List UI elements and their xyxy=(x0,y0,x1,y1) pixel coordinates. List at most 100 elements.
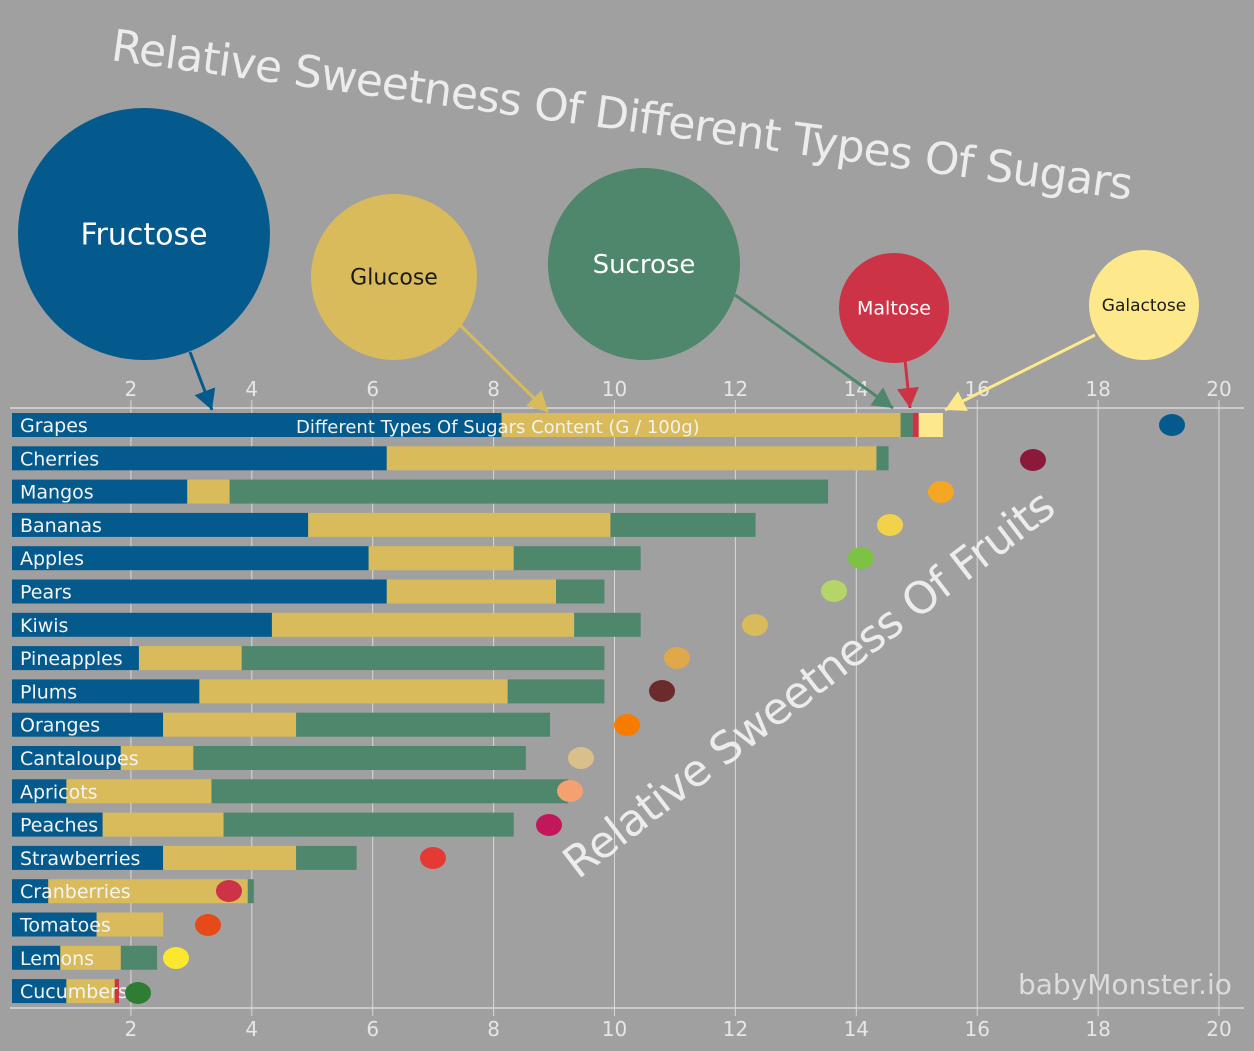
bar-glucose-kiwis xyxy=(271,612,575,637)
x-tick-label-bottom: 16 xyxy=(964,1017,989,1041)
x-tick-label-bottom: 10 xyxy=(602,1017,627,1041)
bar-sucrose-apricots xyxy=(211,779,569,804)
category-label: Bananas xyxy=(20,515,102,537)
bar-fructose-cantaloupes xyxy=(12,746,121,770)
bar-glucose-cherries xyxy=(386,446,877,471)
bar-fructose-pineapples xyxy=(12,646,139,671)
kiwis-icon xyxy=(742,614,768,636)
x-axis-label: Different Types Of Sugars Content (G / 1… xyxy=(296,417,700,438)
bar-glucose-apricots xyxy=(66,779,212,804)
apricots-icon xyxy=(557,780,583,802)
legend-circle-fructose xyxy=(18,108,270,360)
apples-icon xyxy=(848,547,874,569)
legend-label: Maltose xyxy=(857,298,931,320)
lemons-icon xyxy=(163,947,189,969)
category-label: Cantaloupes xyxy=(20,748,139,770)
bar-sucrose-oranges xyxy=(296,712,551,737)
tomatoes-icon xyxy=(195,914,221,936)
legend-label: Sucrose xyxy=(593,250,696,280)
bar-glucose-cucumbers xyxy=(66,979,115,1004)
x-tick-label-top: 6 xyxy=(366,377,379,401)
x-tick-label-bottom: 12 xyxy=(723,1017,748,1041)
legend-circle-galactose xyxy=(1089,250,1199,360)
x-tick-label-bottom: 6 xyxy=(366,1017,379,1041)
category-label: Pineapples xyxy=(20,648,123,670)
category-label: Apples xyxy=(20,548,84,570)
category-label: Cucumbers xyxy=(20,981,128,1003)
cucumbers-icon xyxy=(125,982,151,1004)
arrow-head-icon xyxy=(896,386,919,408)
bar-sucrose-cranberries xyxy=(247,879,254,904)
bar-fructose-apples xyxy=(12,546,369,571)
bar-sucrose-cantaloupes xyxy=(193,746,526,770)
glucose-arrow xyxy=(458,323,550,414)
legend-label: Galactose xyxy=(1102,296,1186,316)
bar-glucose-grapes xyxy=(501,413,901,437)
cranberries-icon xyxy=(216,880,242,902)
bar-glucose-cantaloupes xyxy=(120,746,194,770)
category-label: Peaches xyxy=(20,815,98,837)
bar-sucrose-apples xyxy=(513,546,641,571)
x-tick-label-top: 18 xyxy=(1085,377,1110,401)
x-tick-label-top: 4 xyxy=(245,377,258,401)
bar-sucrose-peaches xyxy=(223,812,514,837)
bar-glucose-oranges xyxy=(163,712,297,737)
category-label: Cranberries xyxy=(20,881,131,903)
x-tick-label-top: 20 xyxy=(1206,377,1231,401)
bar-glucose-pineapples xyxy=(138,646,242,671)
category-label: Oranges xyxy=(20,715,100,737)
category-label: Kiwis xyxy=(20,615,68,637)
x-tick-label-top: 8 xyxy=(487,377,500,401)
bar-fructose-lemons xyxy=(12,945,61,970)
bar-fructose-cucumbers xyxy=(12,979,67,1004)
category-label: Mangos xyxy=(20,482,94,504)
x-tick-label-bottom: 18 xyxy=(1085,1017,1110,1041)
legend-label: Glucose xyxy=(350,266,438,291)
galactose-arrow xyxy=(944,333,1096,412)
bar-fructose-pears xyxy=(12,579,387,604)
peaches-icon xyxy=(536,814,562,836)
x-tick-label-bottom: 4 xyxy=(245,1017,258,1041)
cantaloupes-icon xyxy=(568,747,594,769)
chart-subtitle: Relative Sweetness Of Fruits xyxy=(554,480,1065,889)
bar-sucrose-kiwis xyxy=(574,612,641,637)
legend-circle-sucrose xyxy=(548,168,740,360)
bar-glucose-mangos xyxy=(187,479,230,504)
bar-fructose-tomatoes xyxy=(12,912,97,937)
category-label: Grapes xyxy=(20,415,88,437)
mangos-icon xyxy=(928,481,954,503)
x-tick-label-top: 2 xyxy=(125,377,138,401)
bar-fructose-apricots xyxy=(12,779,67,804)
bar-fructose-strawberries xyxy=(12,845,164,870)
bar-sucrose-lemons xyxy=(120,945,158,970)
bar-sucrose-bananas xyxy=(610,512,756,537)
watermark: babyMonster.io xyxy=(1018,968,1232,1001)
legend-circle-glucose xyxy=(311,194,477,360)
bar-glucose-pears xyxy=(386,579,557,604)
bar-fructose-bananas xyxy=(12,512,309,537)
category-label: Pears xyxy=(20,582,72,604)
arrow-head-icon xyxy=(945,391,968,411)
x-tick-label-bottom: 20 xyxy=(1206,1017,1231,1041)
bar-fructose-grapes xyxy=(12,413,502,437)
strawberries-icon xyxy=(420,847,446,869)
bar-sucrose-grapes xyxy=(900,413,913,437)
arrow-head-icon xyxy=(194,387,216,410)
category-label: Apricots xyxy=(20,781,98,803)
bar-glucose-strawberries xyxy=(163,845,297,870)
x-tick-label-bottom: 14 xyxy=(844,1017,869,1041)
category-label: Tomatoes xyxy=(19,915,111,937)
x-tick-label-top: 10 xyxy=(602,377,627,401)
bar-fructose-cherries xyxy=(12,446,387,471)
bar-fructose-kiwis xyxy=(12,612,272,637)
bar-glucose-lemons xyxy=(60,945,121,970)
bar-fructose-peaches xyxy=(12,812,103,837)
bar-glucose-cranberries xyxy=(48,879,248,904)
category-label: Strawberries xyxy=(20,848,140,870)
bar-sucrose-mangos xyxy=(229,479,829,504)
bar-glucose-peaches xyxy=(102,812,224,837)
legend-label: Fructose xyxy=(80,218,207,253)
x-tick-label-bottom: 8 xyxy=(487,1017,500,1041)
bar-sucrose-strawberries xyxy=(296,845,357,870)
